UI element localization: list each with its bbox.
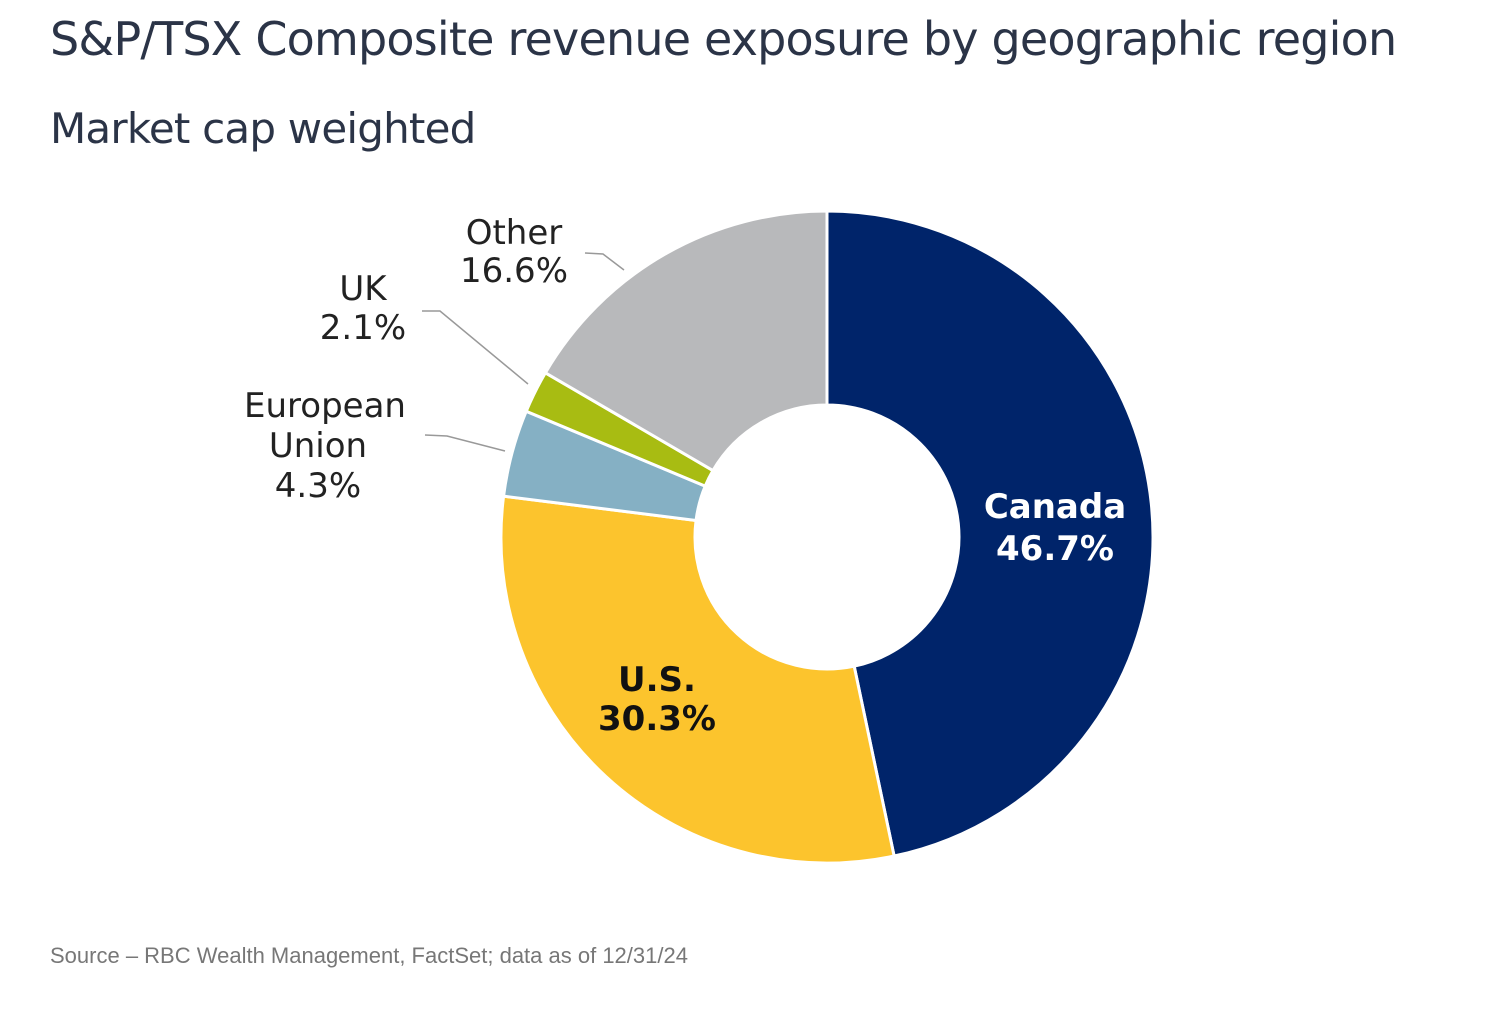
label-us-name: U.S.	[618, 660, 696, 700]
label-other-name: Other	[466, 213, 563, 253]
chart-subtitle: Market cap weighted	[50, 104, 476, 153]
label-eu-name-line2: Union	[269, 426, 367, 466]
label-uk-value: 2.1%	[320, 308, 406, 348]
label-uk-name: UK	[339, 269, 388, 309]
slice-u-s	[499, 494, 896, 865]
leader-line-other	[584, 252, 625, 271]
label-eu-name-line1: European	[244, 386, 406, 426]
label-canada-name: Canada	[984, 487, 1126, 527]
leader-line-eu	[424, 434, 506, 452]
slice-canada	[825, 209, 1155, 858]
label-us-value: 30.3%	[598, 699, 716, 739]
slice-other	[543, 209, 829, 473]
leader-line-uk	[422, 310, 529, 385]
source-note: Source – RBC Wealth Management, FactSet;…	[50, 943, 688, 968]
label-other-value: 16.6%	[460, 251, 568, 291]
label-canada-value: 46.7%	[996, 529, 1114, 569]
label-eu-value: 4.3%	[275, 466, 361, 506]
chart-title: S&P/TSX Composite revenue exposure by ge…	[50, 12, 1397, 66]
